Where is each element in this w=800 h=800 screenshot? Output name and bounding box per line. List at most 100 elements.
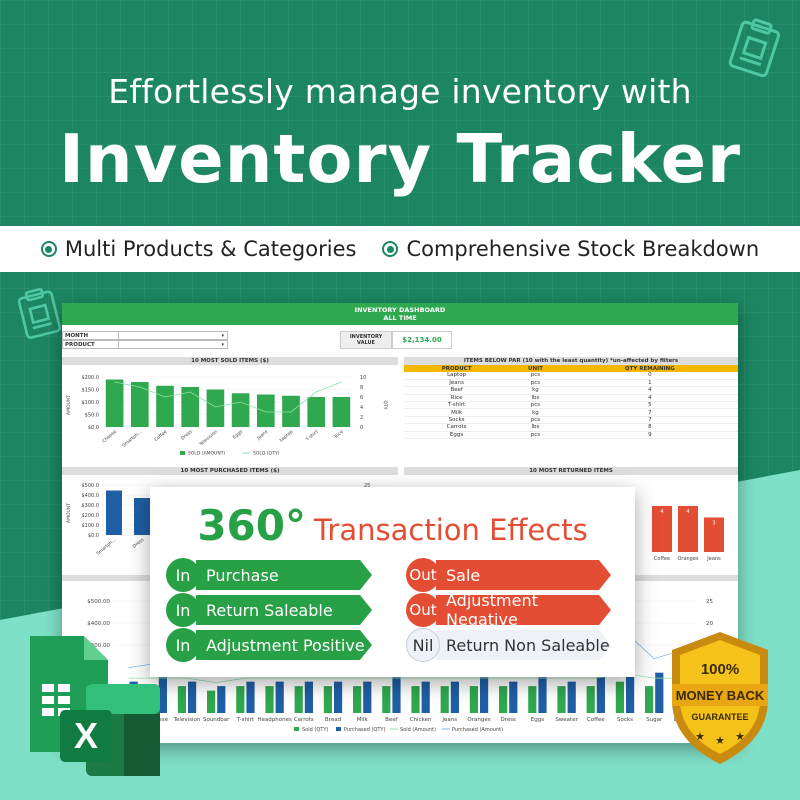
x-tick-label: Soundbar [203, 717, 230, 723]
effect-return-saleable: In Return Saleable [166, 593, 372, 627]
table-header-row: PRODUCT UNIT QTY REMAINING [404, 365, 738, 372]
effect-label: Sale [436, 560, 611, 590]
table-cell: pcs [509, 372, 562, 380]
bar-sold [411, 686, 420, 713]
bar-sold [440, 686, 449, 713]
legend-swatch [180, 451, 185, 455]
dashboard-period: ALL TIME [383, 314, 417, 322]
bar [704, 517, 724, 552]
bar [282, 395, 300, 427]
bar-purchased [655, 672, 664, 713]
bar [156, 385, 174, 427]
bar-sold [557, 686, 566, 713]
bar-sold [528, 686, 537, 713]
x-tick-label: Eggs [531, 717, 544, 723]
month-filter[interactable]: MONTH ▾ [62, 331, 228, 340]
table-cell: 7 [561, 416, 738, 425]
transaction-effects-card: 360° Transaction Effects In Purchase In R… [150, 487, 635, 677]
y2-tick-label: 6 [360, 395, 363, 401]
table-cell: pcs [509, 416, 562, 425]
inventory-value-amount: $2,134.00 [392, 331, 452, 349]
panel-title: 10 MOST RETURNED ITEMS [404, 467, 738, 475]
headline-subtitle: Effortlessly manage inventory with [108, 72, 692, 111]
y-tick-label: $0.0 [88, 533, 99, 539]
month-select[interactable]: ▾ [118, 332, 227, 339]
x-tick-label: Beef [385, 717, 399, 723]
x-tick-label: Oranges [467, 717, 490, 723]
star-icon: ★ [735, 730, 745, 743]
bar-purchased [538, 677, 547, 713]
most-sold-chart: $200.0 $150.0 $100.0 $50.0 $0.0 10 8 6 4 2 0 AMOUNT… [66, 375, 388, 457]
x-tick-label: Coffee [654, 556, 670, 562]
table-cell: Jeans [404, 379, 510, 388]
bar-purchased [626, 645, 635, 713]
series-line [114, 381, 342, 413]
bar [332, 397, 351, 427]
y-tick-label: $300.0 [82, 503, 100, 509]
bar [134, 498, 150, 535]
x-tick-label: Oranges [677, 556, 698, 562]
x-tick-label: Eggs [232, 429, 245, 441]
table-row: Eggs pcs 9 [404, 431, 738, 440]
table-cell: T-shirt [404, 401, 510, 410]
bar [231, 393, 250, 427]
table-row: Jeans pcs 1 [404, 379, 738, 388]
filters: MONTH ▾ PRODUCT ▾ [62, 331, 228, 349]
bar-sold [294, 686, 303, 713]
x-tick-label: Headphones [257, 717, 292, 723]
x-tick-label: Television [197, 429, 219, 448]
bar-sold [469, 686, 478, 713]
table-cell: 4 [561, 394, 738, 403]
table-cell: Carrots [404, 423, 510, 432]
card-title-text: Transaction Effects [313, 513, 588, 547]
badge-percent: 100% [701, 661, 739, 678]
column-header: PRODUCT [404, 365, 510, 372]
panel-title: 10 MOST PURCHASED ITEMS ($) [62, 467, 398, 475]
data-label: 4 [660, 509, 663, 515]
x-tick-label: Smartph... [121, 429, 143, 449]
y-tick-label: $500.00 [87, 599, 110, 605]
bar-sold [177, 686, 186, 713]
legend-label: Sold (QTY) [302, 727, 328, 733]
table-row: Rice lbs 4 [404, 394, 738, 403]
product-select[interactable]: ▾ [118, 341, 227, 348]
bar-sold [499, 686, 508, 713]
x-tick-label: Carrots [294, 717, 314, 723]
bar-purchased [275, 681, 284, 713]
x-tick-label: T-shirt [236, 717, 255, 723]
table-cell: Milk [404, 408, 510, 417]
effect-tag: In [166, 593, 200, 627]
effect-label: Return Saleable [196, 595, 372, 625]
bar-purchased [304, 681, 313, 713]
y-tick-label: $400.00 [87, 621, 110, 627]
bar-sold [323, 686, 332, 713]
effect-tag: Out [406, 558, 440, 592]
x-tick-label: Milk [357, 717, 369, 723]
clipboard-icon [728, 18, 781, 78]
bar-sold [265, 686, 274, 713]
table-row: Carrots lbs 8 [404, 423, 738, 432]
legend-label: Purchased (Amount) [452, 727, 503, 733]
below-par-panel: ITEMS BELOW PAR (10 with the least quant… [404, 357, 738, 457]
table-cell: pcs [509, 379, 562, 388]
card-title: 360° Transaction Effects [150, 501, 635, 550]
card-title-number: 360° [197, 501, 306, 550]
effect-return-non-saleable: Nil Return Non Saleable [406, 628, 611, 662]
x-tick-label: Dress [500, 717, 516, 723]
feature-label: Comprehensive Stock Breakdown [406, 237, 760, 261]
effect-adjustment-negative: Out Adjustment Negative [406, 595, 611, 625]
table-row: T-shirt pcs 5 [404, 401, 738, 410]
y2-tick-label: 4 [360, 405, 363, 411]
legend-swatch [336, 727, 341, 731]
radio-dot-icon [40, 241, 57, 257]
table-cell: Beef [404, 386, 510, 395]
effect-tag: Out [406, 593, 440, 627]
x-tick-label: Television [173, 717, 201, 723]
table-cell: 9 [561, 431, 738, 440]
y2-tick-label: 8 [360, 385, 363, 391]
bar [678, 506, 698, 552]
table-cell: 7 [561, 408, 738, 417]
feature-label: Multi Products & Categories [64, 237, 357, 261]
product-filter[interactable]: PRODUCT ▾ [62, 340, 228, 349]
legend-label: Purchased (QTY) [344, 727, 385, 733]
